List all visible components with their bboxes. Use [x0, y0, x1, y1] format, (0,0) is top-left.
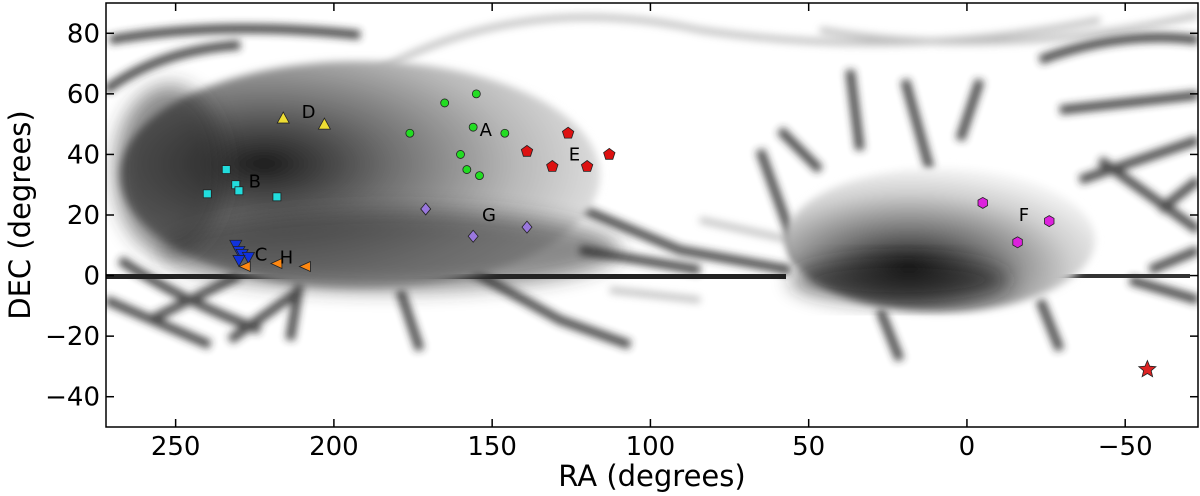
x-tick-labels: 250 200 150 100 50 0 −50 [151, 432, 1153, 462]
marker-F-hexagon [1012, 236, 1023, 249]
marker-H-triangle-left [238, 260, 251, 273]
x-tick-label: 100 [626, 432, 676, 462]
marker-A-circle [471, 89, 481, 99]
x-axis-title: RA (degrees) [558, 459, 745, 493]
x-tick-label: 250 [151, 432, 201, 462]
y-tick-label: 40 [67, 140, 100, 170]
data-markers [202, 89, 1157, 378]
y-tick-labels: 80 60 40 20 0 −20 −40 [45, 19, 100, 412]
group-label-B: B [249, 172, 261, 193]
y-tick-label: 20 [67, 201, 100, 231]
marker-E-pentagon [603, 147, 616, 160]
group-label-C: C [255, 244, 268, 265]
marker-G-diamond [521, 220, 533, 234]
group-label-G: G [482, 205, 496, 226]
x-tick-label: −50 [1098, 432, 1153, 462]
marker-A-circle [456, 150, 465, 159]
marker-E-pentagon [561, 126, 575, 139]
group-label-D: D [302, 102, 316, 123]
group-labels: A B C D E F G H [249, 102, 1030, 268]
marker-B-square [272, 192, 282, 202]
y-tick-label: 80 [67, 19, 100, 49]
marker-B-square [202, 189, 212, 199]
marker-D-triangle-up [276, 111, 290, 124]
x-tick-label: 200 [309, 432, 359, 462]
marker-E-pentagon [546, 160, 559, 172]
x-tick-label: 0 [959, 432, 976, 462]
y-tick-label: −40 [45, 383, 100, 413]
marker-E-pentagon [520, 144, 534, 157]
marker-G-diamond [420, 202, 432, 216]
axis-ticks [106, 3, 1198, 427]
marker-A-circle [500, 128, 510, 138]
group-label-H: H [280, 247, 294, 268]
y-tick-label: 0 [83, 262, 100, 292]
marker-H-triangle-left [269, 257, 283, 270]
marker-star-star [1137, 359, 1157, 378]
marker-A-circle [468, 122, 478, 132]
marker-C-triangle-down [229, 239, 243, 253]
group-label-E: E [569, 144, 580, 165]
marker-F-hexagon [1044, 215, 1055, 228]
marker-A-circle [475, 171, 484, 181]
x-tick-label: 50 [792, 432, 825, 462]
y-tick-label: 60 [67, 80, 100, 110]
marker-G-diamond [467, 229, 479, 243]
marker-B-square [234, 186, 244, 196]
marker-D-triangle-up [317, 117, 332, 130]
y-tick-label: −20 [45, 322, 100, 352]
marker-C-triangle-down [232, 255, 246, 268]
x-tick-label: 150 [467, 432, 517, 462]
marker-A-circle [440, 98, 450, 108]
marker-H-triangle-left [298, 260, 311, 273]
marker-A-circle [405, 128, 415, 138]
y-axis-title: DEC (degrees) [3, 110, 37, 320]
marker-A-circle [462, 165, 472, 174]
group-label-F: F [1019, 205, 1029, 226]
survey-footprint-map [106, 12, 1198, 362]
marker-E-pentagon [580, 160, 594, 172]
marker-F-hexagon [977, 196, 988, 209]
group-label-A: A [480, 120, 493, 141]
marker-B-square [221, 165, 231, 174]
